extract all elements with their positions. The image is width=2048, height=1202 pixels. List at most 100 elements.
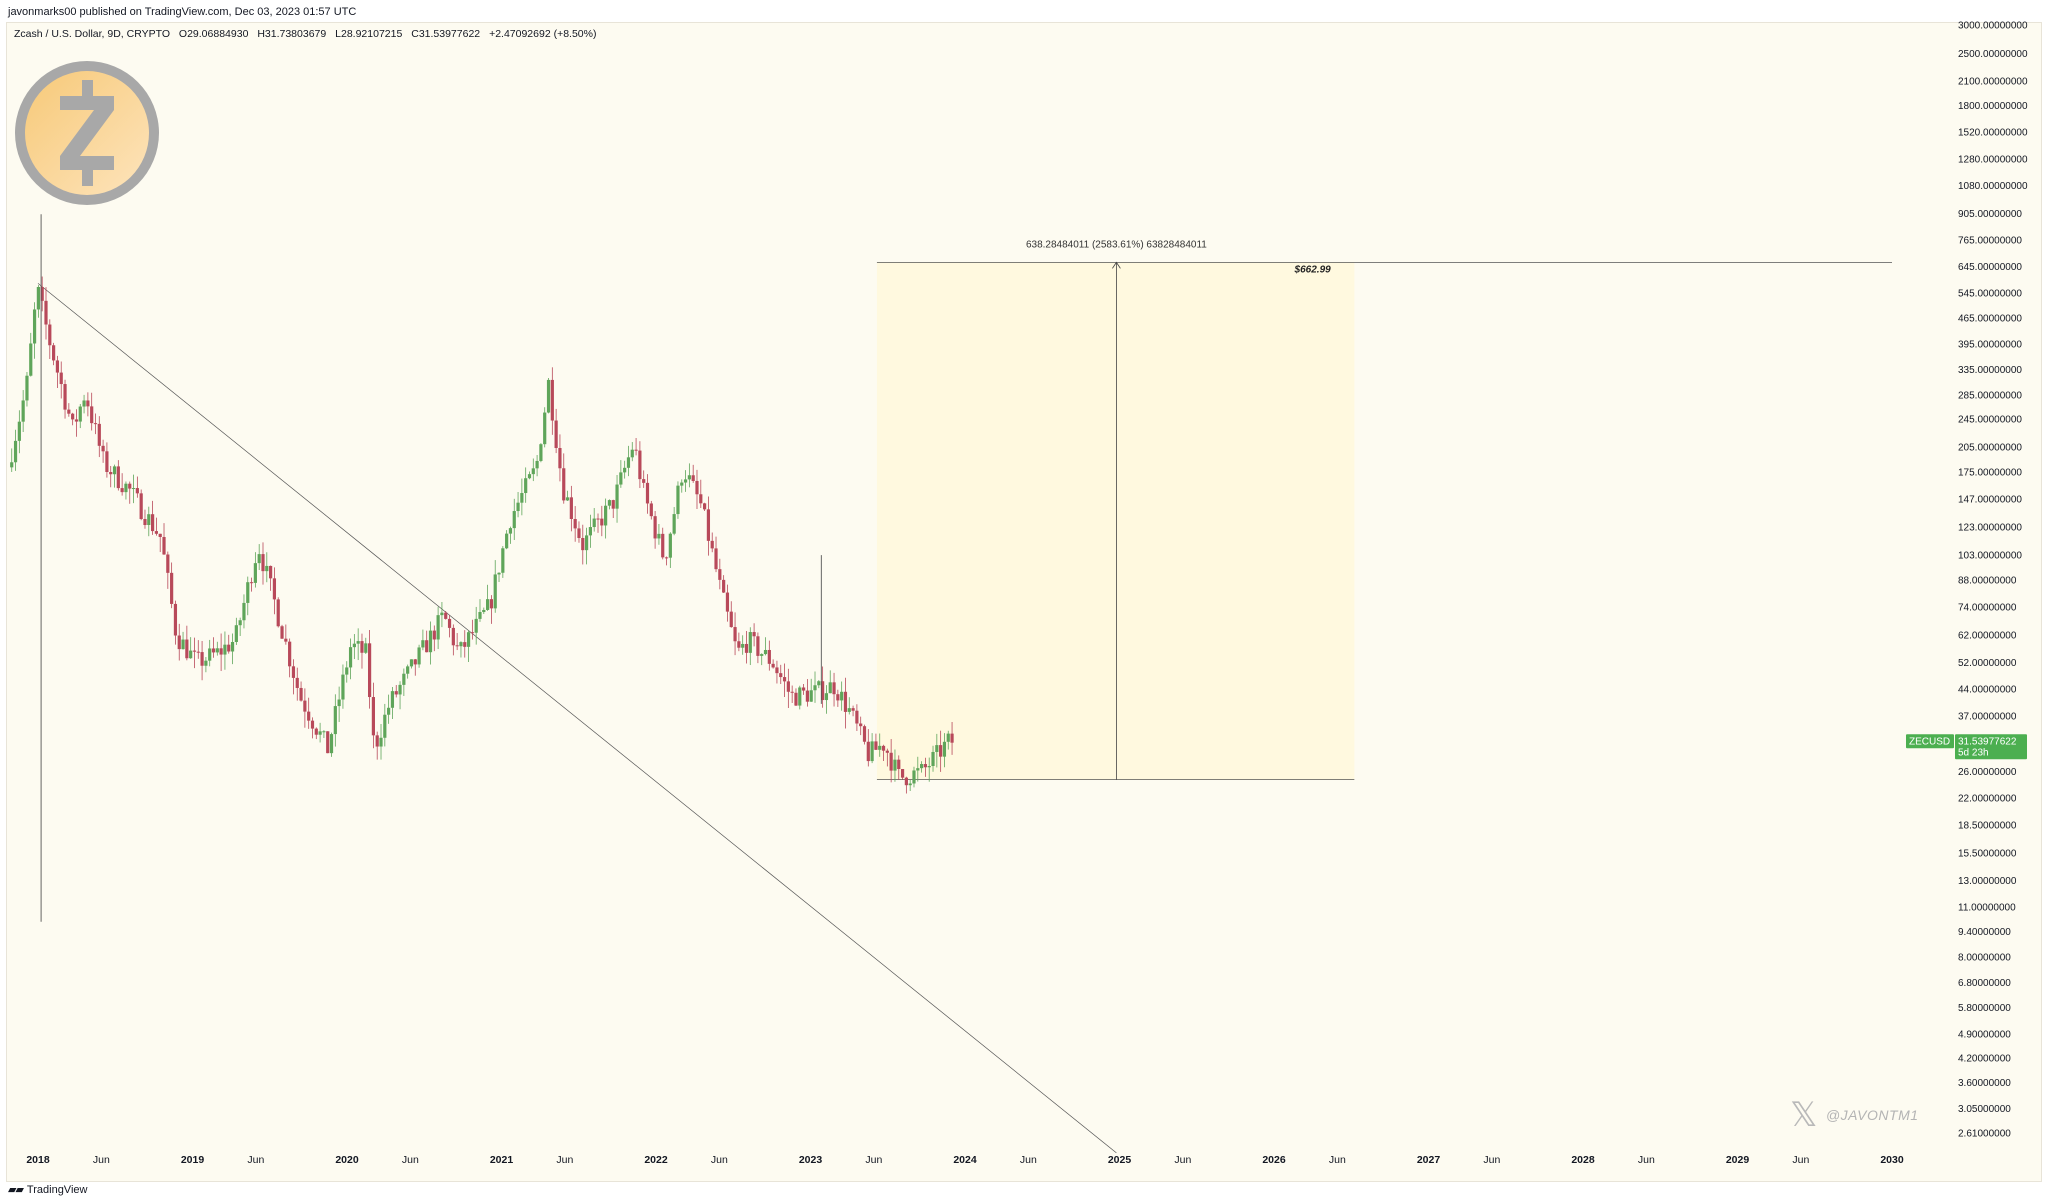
candle-body <box>615 484 619 509</box>
price-axis-label: 6.80000000 <box>1958 978 2011 989</box>
candle-body <box>683 479 688 483</box>
candle-body <box>291 666 296 678</box>
candle-body <box>109 472 113 475</box>
candle-body <box>371 697 375 736</box>
candle-body <box>505 533 509 549</box>
candle-body <box>851 708 855 711</box>
time-axis-label: Jun <box>93 1154 110 1166</box>
candle-body <box>17 421 21 441</box>
candle-body <box>604 505 608 526</box>
candle-body <box>645 482 650 504</box>
time-axis-label: 2025 <box>1108 1154 1132 1166</box>
ohlc-change: +2.47092692 (+8.50%) <box>489 28 597 40</box>
zcash-logo-icon <box>15 61 159 205</box>
price-axis-label: 147.00000000 <box>1958 495 2022 506</box>
candle-body <box>307 711 311 721</box>
time-axis-label: 2019 <box>181 1154 205 1166</box>
candle-body <box>489 599 494 609</box>
bar-countdown: 5d 23h <box>1958 748 1989 759</box>
candle-body <box>737 641 741 648</box>
candle-body <box>280 626 284 639</box>
candle-body <box>935 745 939 752</box>
candle-body <box>550 379 554 421</box>
candle-body <box>131 488 136 490</box>
candle-body <box>413 659 417 665</box>
candle-body <box>843 691 848 712</box>
candle-body <box>870 741 874 762</box>
candle-body <box>303 700 307 712</box>
projection-box <box>876 262 1355 780</box>
time-axis-label: Jun <box>1020 1154 1037 1166</box>
candle-body <box>885 750 889 753</box>
tradingview-brand[interactable]: ▰▰ TradingView <box>8 1183 87 1197</box>
last-price-value: 31.53977622 <box>1958 737 2017 748</box>
time-axis-label: 2027 <box>1417 1154 1441 1166</box>
candle-body <box>299 687 303 701</box>
candle-body <box>611 500 615 509</box>
candle-body <box>417 647 421 665</box>
price-axis-label: 9.40000000 <box>1958 927 2011 938</box>
price-axis-label: 88.00000000 <box>1958 575 2017 586</box>
candle-body <box>364 643 368 653</box>
candle-body <box>763 649 768 655</box>
candle-body <box>904 777 908 786</box>
candle-body <box>257 554 261 564</box>
candle-body <box>824 693 829 701</box>
price-axis-label: 645.00000000 <box>1958 262 2022 273</box>
candle-body <box>261 554 265 572</box>
candle-body <box>718 569 722 580</box>
candle-body <box>859 723 863 727</box>
candle-body <box>341 674 345 700</box>
candle-body <box>360 641 364 653</box>
candle-body <box>782 677 787 682</box>
candle-body <box>177 635 181 650</box>
candle-body <box>710 540 714 549</box>
candle-body <box>314 728 318 735</box>
candle-body <box>623 467 627 473</box>
candle-body <box>942 741 947 757</box>
time-axis-label: Jun <box>1792 1154 1809 1166</box>
candle-body <box>916 768 920 771</box>
candle-body <box>90 406 94 424</box>
candle-body <box>10 462 14 468</box>
candle-body <box>13 440 18 463</box>
candle-body <box>680 482 684 486</box>
candle-body <box>215 648 219 653</box>
candle-body <box>200 652 204 666</box>
candle-body <box>63 384 67 410</box>
candle-body <box>760 654 764 656</box>
candle-body <box>249 582 254 584</box>
candle-body <box>779 673 783 678</box>
candle-body <box>428 630 433 653</box>
candle-body <box>817 681 821 686</box>
candle-body <box>97 423 101 446</box>
candle-body <box>394 691 398 695</box>
author-watermark: 𝕏 @JAVONTM1 <box>1790 1098 1919 1132</box>
target-price-label: $662.99 <box>1294 264 1332 275</box>
price-axis-label: 22.00000000 <box>1958 793 2017 804</box>
candle-body <box>486 599 490 610</box>
candle-body <box>55 360 60 373</box>
candle-body <box>185 639 189 659</box>
candle-body <box>93 423 98 425</box>
candle-body <box>840 691 844 701</box>
candle-body <box>375 735 379 747</box>
candle-body <box>436 615 440 640</box>
candle-body <box>539 444 543 461</box>
projection-label: 638.28484011 (2583.61%) 63828484011 <box>1026 239 1207 250</box>
candle-body <box>82 400 86 407</box>
tradingview-logo-icon: ▰▰ <box>8 1184 24 1196</box>
candle-body <box>619 472 623 485</box>
ohlc-open: O29.06884930 <box>178 28 249 40</box>
candle-body <box>421 640 425 648</box>
time-axis-label: 2029 <box>1726 1154 1750 1166</box>
candle-body <box>862 726 867 742</box>
candle-body <box>634 449 638 451</box>
candle-body <box>242 602 246 621</box>
candle-body <box>531 468 535 475</box>
candle-body <box>78 406 82 422</box>
candle-body <box>29 343 33 376</box>
candle-body <box>451 627 455 646</box>
candle-body <box>463 642 467 647</box>
